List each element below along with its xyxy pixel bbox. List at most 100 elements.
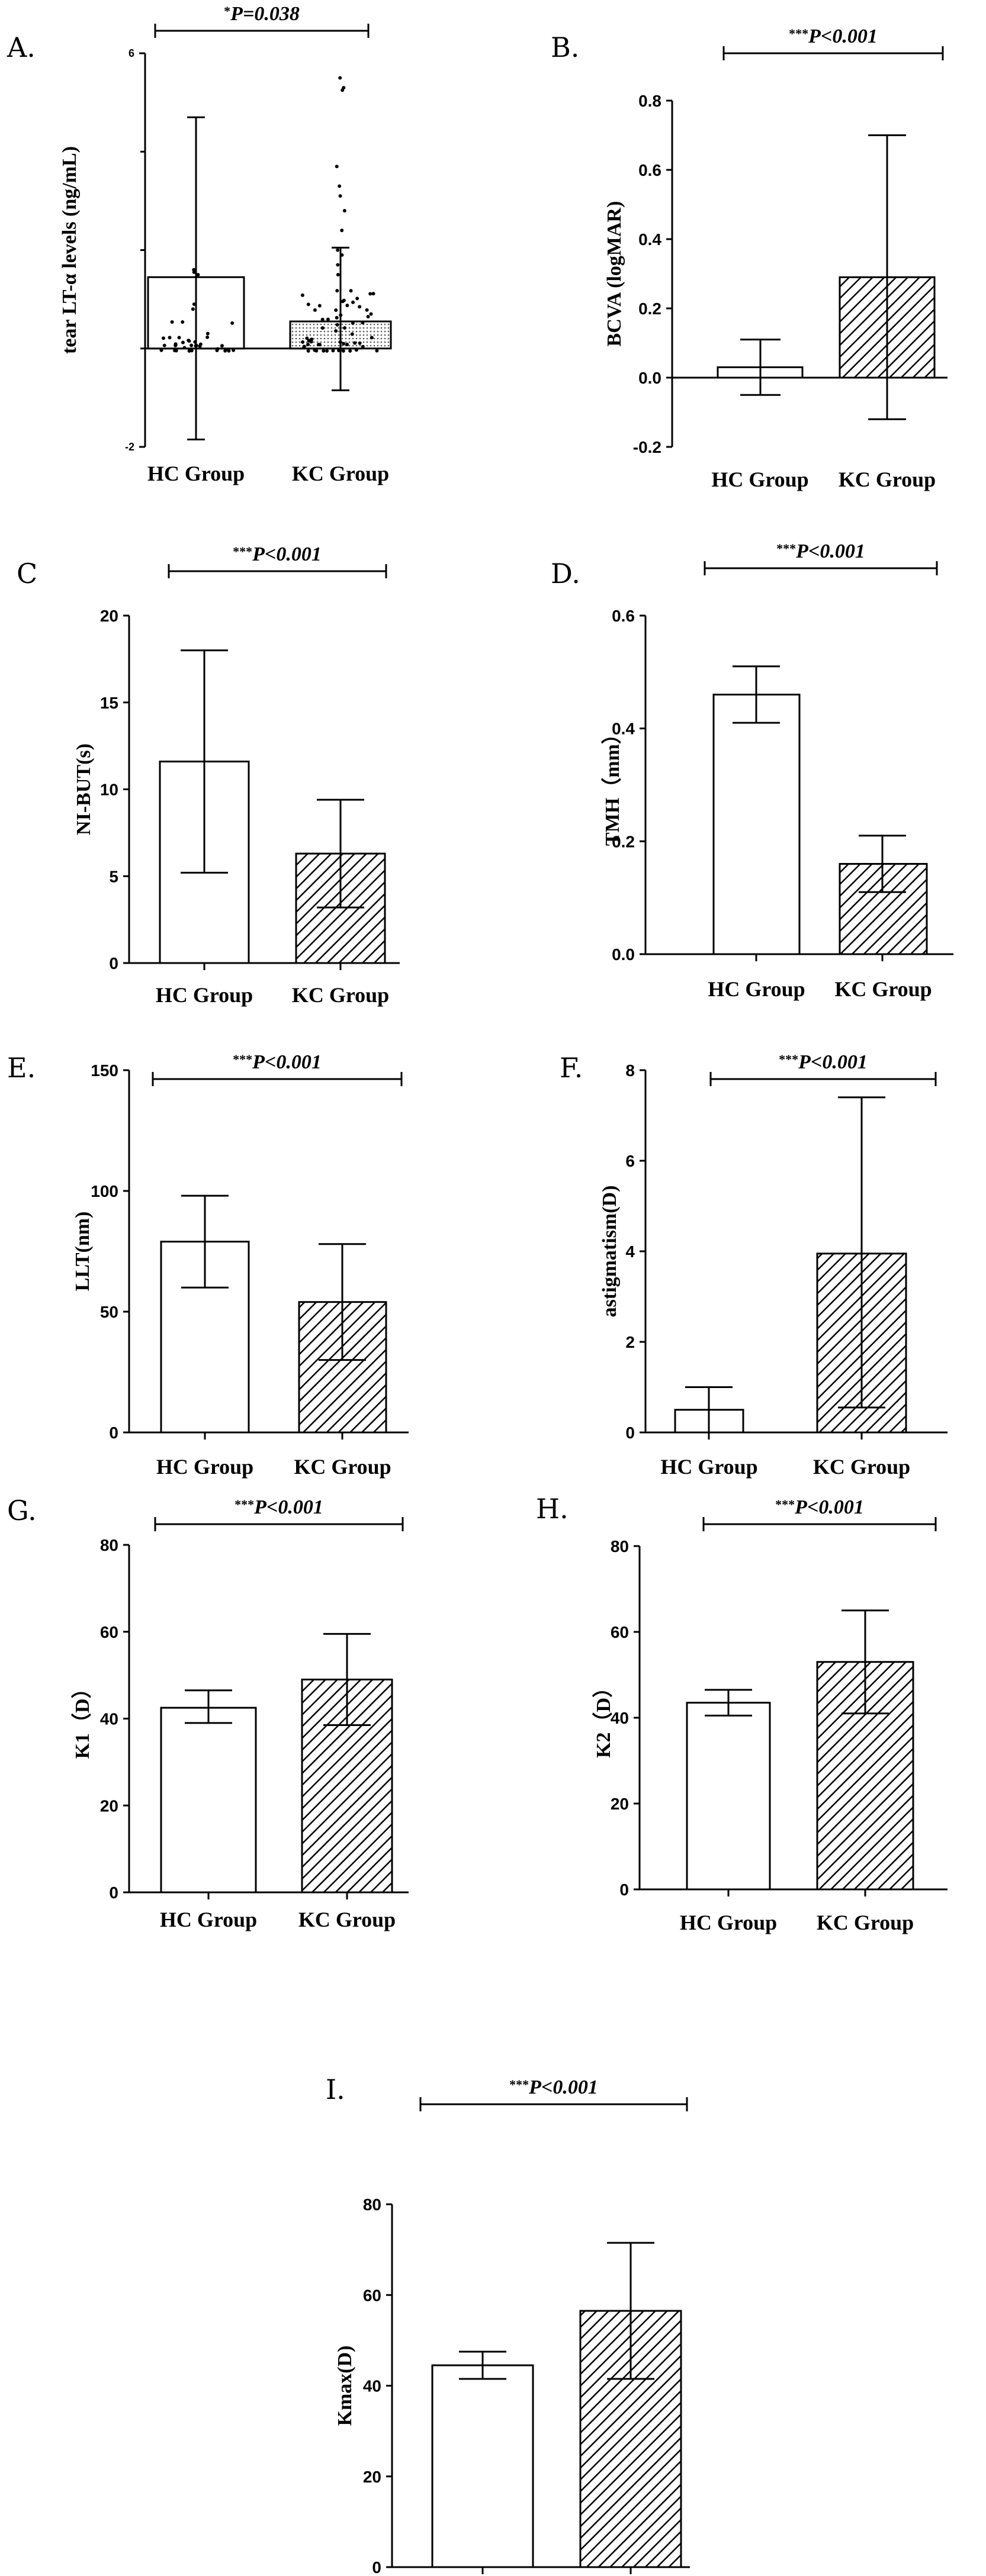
data-point [351,300,355,304]
significance-stars: *** [789,26,808,41]
data-point [181,320,185,324]
bar-hc [686,1702,771,1891]
bar-hc [431,2364,534,2568]
data-point [205,331,210,336]
data-point [306,342,310,346]
data-point [335,289,339,293]
data-point [340,228,344,233]
y-tick-label: 4 [625,1242,635,1261]
significance-stars: * [224,4,230,18]
data-point [368,292,372,296]
y-tick-label: 20 [611,1795,629,1813]
data-point [170,320,174,324]
data-point [350,332,354,336]
y-tick-label: 40 [611,1709,629,1727]
chart-panel-g: G. 0 20 40 60 80 K1（D） HC Group KC Group ***P<0.0… [7,1495,409,1931]
chart-panel-b: B. -0.2 0.0 0.2 0.4 0.6 0.8 BCVA (logMAR) HC Gro… [551,25,948,491]
y-axis-label: LLT(nm) [72,1212,94,1292]
y-axis-label: K1（D） [70,1679,94,1759]
significance-label: ***P<0.001 [779,1051,868,1073]
chart-panel-f: F. 0 2 4 6 8 astigmatism(D) HC Group KC Group ***… [560,1051,948,1479]
significance-p-value: P<0.001 [253,1496,323,1518]
data-point [322,349,326,353]
significance-stars: *** [775,1497,795,1512]
data-point [205,335,210,339]
data-point [320,317,325,321]
data-point [340,253,344,257]
y-tick-label: 0.0 [612,945,635,964]
data-point [196,273,200,277]
data-point [358,305,362,309]
significance-p-value: P<0.001 [252,1051,322,1073]
data-point [162,343,166,347]
data-point [198,344,202,348]
chart-panel-e: E. 0 50 100 150 LLT(nm) HC Group KC Group ***P<0… [7,1051,409,1479]
y-tick-label: 60 [611,1623,629,1641]
bar-hc [712,693,801,955]
data-point [336,248,340,252]
data-point [339,313,343,317]
x-category-label: HC Group [708,977,805,1001]
data-point [159,348,163,352]
data-point [215,349,219,353]
significance-p-value: P<0.001 [252,543,322,565]
y-axis-label: Kmax(D) [334,2346,356,2426]
chart-panel-c: C 0 5 10 15 20 NI-BUT(s) HC Group KC Group ***P<0… [17,543,400,1007]
data-point [338,340,342,344]
y-tick-label: 0 [109,1883,118,1902]
y-tick-label: 0 [619,1881,629,1899]
data-point [337,349,341,353]
bar-hc [160,1706,257,1894]
data-point [194,344,198,348]
data-point [370,336,374,340]
significance-label: *P=0.038 [224,3,300,25]
y-tick-label: 0 [109,954,118,973]
data-point [341,349,345,353]
panel-letter-g: G. [7,1495,37,1527]
y-tick-label: 80 [100,1536,118,1554]
x-category-label: HC Group [156,983,253,1007]
data-point [331,349,335,353]
x-category-label: HC Group [660,1455,757,1479]
data-point [342,209,346,212]
significance-p-value: P<0.001 [808,25,878,47]
y-axis-label: tear LT-α levels (ng/mL) [59,146,81,354]
data-point [335,323,339,327]
y-tick-label: 20 [100,607,118,625]
data-point [325,349,329,353]
y-tick-label: 80 [363,2195,381,2214]
data-point [336,263,340,267]
data-point [306,349,310,353]
data-point [335,315,339,320]
data-point [174,343,178,347]
data-point [193,340,197,344]
significance-label: ***P<0.001 [776,540,865,562]
y-tick-label: 0 [625,1424,635,1442]
data-point [187,339,191,343]
data-point [173,349,177,353]
data-point [338,184,342,188]
x-category-label: HC Group [160,1908,257,1931]
data-point [317,343,322,347]
data-point [338,194,342,198]
y-tick-label: 150 [91,1061,118,1080]
y-tick-label: 0.4 [612,720,635,738]
panel-letter-b: B. [551,31,579,63]
significance-p-value: P<0.001 [794,1496,864,1518]
significance-p-value: P<0.001 [528,2076,598,2098]
panel-letter-f: F. [560,1052,583,1084]
panel-letter-i: I. [326,2073,345,2105]
x-category-label: KC Group [834,977,932,1001]
y-tick-label: 40 [100,1710,118,1728]
data-point [338,76,342,80]
x-category-label: HC Group [156,1455,253,1479]
y-tick-label: 20 [363,2468,381,2486]
data-point [345,303,349,307]
chart-panel-d: D. 0.0 0.2 0.4 0.6 TMH（mm） HC Group KC Group ***… [551,540,953,1001]
data-point [354,348,358,352]
y-tick-label: -2 [125,441,134,453]
data-point [220,344,224,348]
data-point [317,304,322,308]
data-point [336,273,340,277]
